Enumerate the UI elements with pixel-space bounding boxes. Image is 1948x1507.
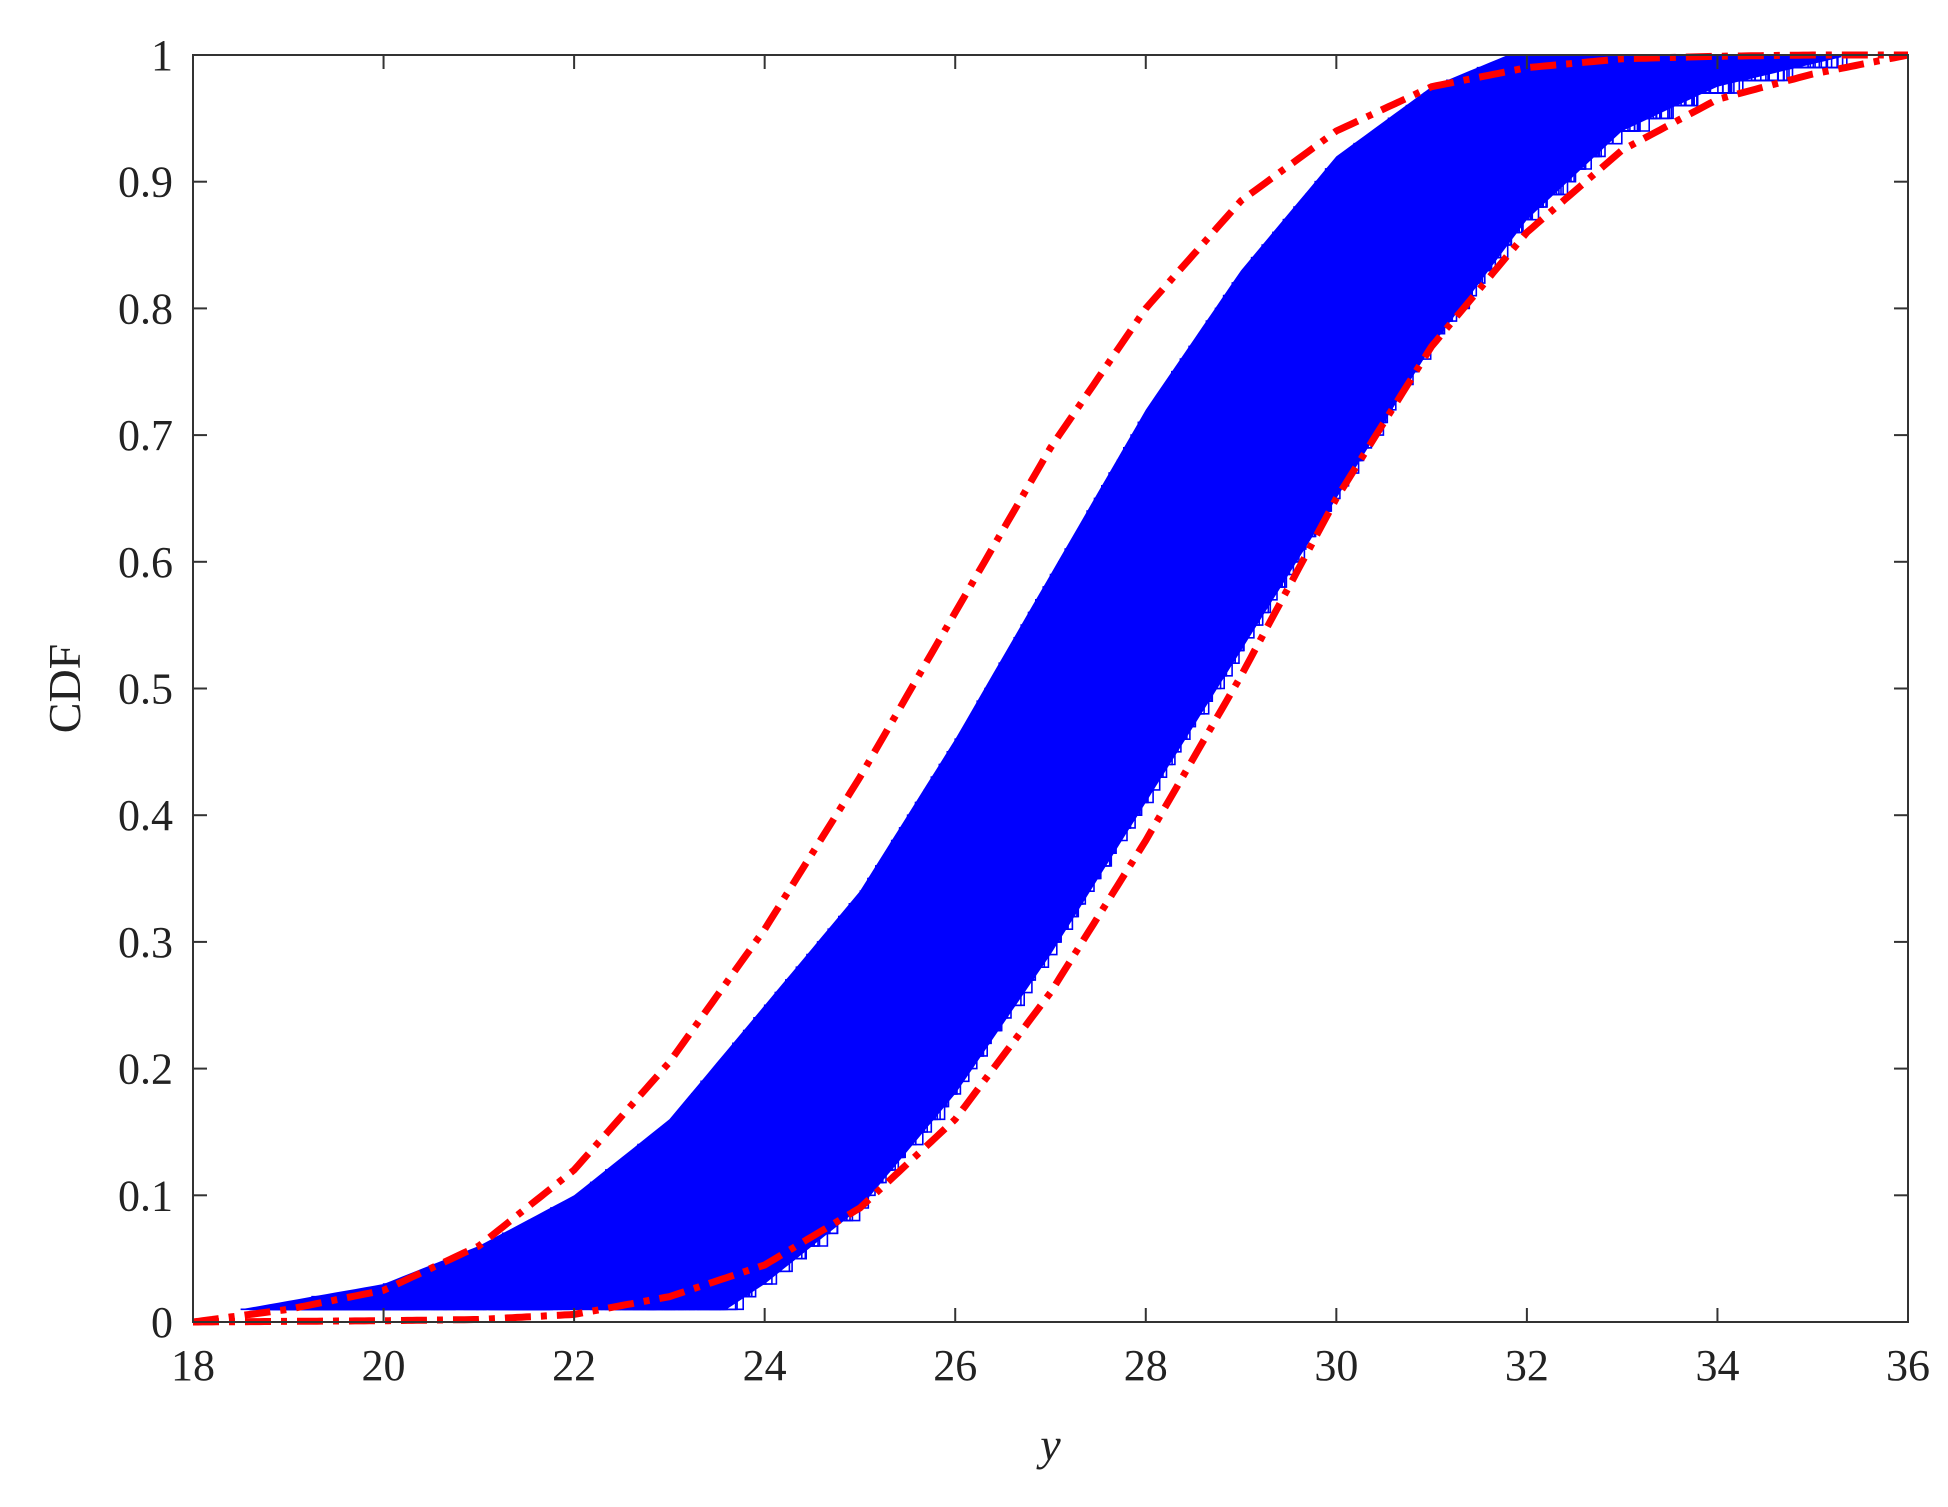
y-tick-label: 0.5	[118, 665, 173, 714]
empirical-cdf-band	[240, 55, 1848, 1311]
upper-bound-curve	[192, 51, 1908, 1326]
y-tick-label: 0.2	[118, 1045, 173, 1094]
y-tick-label: 0.6	[118, 538, 173, 587]
x-tick-label: 28	[1124, 1341, 1168, 1390]
x-axis-label: y	[1036, 1419, 1061, 1470]
empirical-cdf-curve	[284, 55, 1531, 1311]
empirical-cdf-curve	[595, 55, 1766, 1311]
y-tick-label: 0.3	[118, 918, 173, 967]
empirical-cdf-curve	[443, 55, 1650, 1311]
x-tick-label: 34	[1695, 1341, 1739, 1390]
empirical-cdf-curve	[433, 55, 1642, 1311]
y-tick-label: 0.9	[118, 158, 173, 207]
empirical-cdf-curve	[661, 55, 1812, 1311]
y-tick-label: 0.4	[118, 791, 173, 840]
y-tick-label: 0.7	[118, 411, 173, 460]
empirical-cdf-curve	[559, 55, 1733, 1311]
empirical-cdf-curve	[526, 55, 1719, 1311]
x-tick-label: 18	[171, 1341, 215, 1390]
y-tick-label: 1	[151, 31, 173, 80]
x-tick-label: 26	[933, 1341, 977, 1390]
x-tick-label: 24	[743, 1341, 787, 1390]
empirical-cdf-curve	[511, 55, 1701, 1311]
empirical-cdf-curve	[270, 55, 1522, 1311]
y-axis-label: CDF	[39, 644, 90, 733]
bound-series-layer	[192, 51, 1909, 1326]
lower-bound-curve	[193, 51, 1909, 1326]
empirical-cdf-curve	[508, 55, 1696, 1311]
x-tick-label: 20	[362, 1341, 406, 1390]
axes-layer: 18 20 22 24 26 28 30 32 34 36 0 0.1 0.2 0.3 0.4 0.5 0.6 0…	[118, 31, 1930, 1390]
empirical-cdf-curve	[380, 55, 1608, 1311]
empirical-cdf-curve	[647, 55, 1797, 1311]
x-tick-label: 32	[1505, 1341, 1549, 1390]
empirical-cdf-curve	[400, 55, 1616, 1311]
x-tick-label: 30	[1314, 1341, 1358, 1390]
empirical-cdf-curve	[348, 55, 1586, 1311]
y-tick-label: 0	[151, 1298, 173, 1347]
y-tick-label: 0.1	[118, 1171, 173, 1220]
empirical-cdf-curve	[323, 55, 1568, 1311]
x-tick-label: 36	[1886, 1341, 1930, 1390]
empirical-cdf-curve	[373, 55, 1605, 1311]
y-tick-label: 0.8	[118, 284, 173, 333]
x-tick-label: 22	[552, 1341, 596, 1390]
